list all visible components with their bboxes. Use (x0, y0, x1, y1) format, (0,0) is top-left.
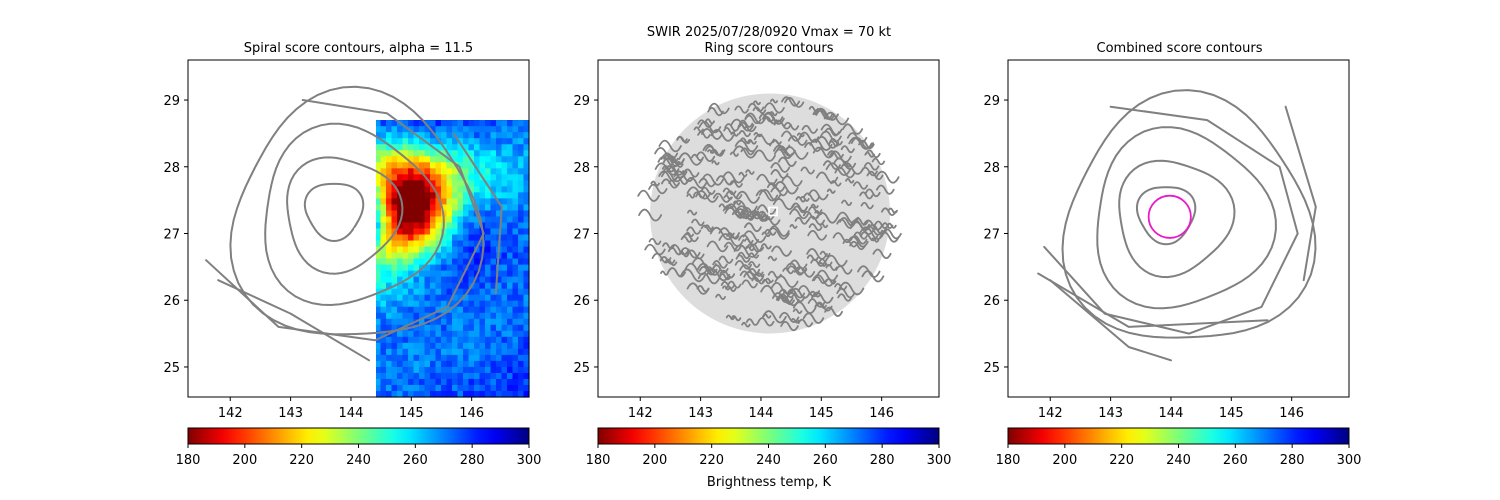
colorbar-tick-label: 180 (176, 453, 201, 468)
y-tick-label: 28 (573, 161, 590, 176)
colorbar-tick-label: 280 (1280, 453, 1305, 468)
colorbar-tick-label: 260 (403, 453, 428, 468)
spiral-contour (264, 122, 445, 307)
x-tick-label: 145 (809, 406, 834, 421)
x-tick-label: 146 (1279, 406, 1304, 421)
colorbar-tick-label: 240 (756, 453, 781, 468)
spiral-contour (303, 182, 365, 243)
y-tick-label: 29 (163, 94, 180, 109)
spiral-contour (286, 156, 404, 275)
colorbar-tick-label: 260 (813, 453, 838, 468)
colorbar-tick-label: 180 (996, 453, 1021, 468)
spiral-contour-arc (1284, 105, 1317, 282)
colorbar-tick-label: 220 (699, 453, 724, 468)
colorbar-tick-label: 200 (1052, 453, 1077, 468)
colorbar-label: Brightness temp, K (707, 475, 832, 490)
spiral-contour-arc (452, 132, 503, 295)
y-tick-label: 27 (573, 228, 590, 243)
x-tick-label: 144 (749, 406, 774, 421)
spiral-contour-arc (205, 99, 485, 342)
best-track-center-marker (354, 224, 363, 233)
y-tick-label: 27 (163, 228, 180, 243)
estimated-center-marker (768, 206, 778, 217)
colorbar-tick-label: 180 (586, 453, 611, 468)
y-tick-label: 26 (983, 294, 1000, 309)
axes-frame (597, 59, 940, 398)
spiral-contour (1096, 126, 1277, 310)
panel-1-title: Spiral score contours, alpha = 11.5 (244, 41, 473, 56)
panel-3-title: Combined score contours (1097, 41, 1263, 56)
colorbar-1: 180 200 220 240 260 280 300 (176, 427, 542, 468)
spiral-contour-arc (217, 279, 371, 362)
ring-score-panel: 142 143 144 145 146 25 26 27 28 29 (573, 59, 940, 421)
colorbar-tick-label: 240 (1166, 453, 1191, 468)
spiral-score-panel: 142 143 144 145 146 25 26 27 28 29 (163, 59, 530, 421)
x-tick-label: 142 (1038, 406, 1063, 421)
x-tick-label: 146 (869, 406, 894, 421)
spiral-contour (1135, 186, 1197, 246)
colorbar-tick-label: 300 (1337, 453, 1362, 468)
x-tick-label: 146 (459, 406, 484, 421)
estimated-center-marker (1164, 212, 1175, 222)
x-tick-label: 143 (278, 406, 303, 421)
y-tick-label: 29 (983, 94, 1000, 109)
y-tick-label: 28 (983, 161, 1000, 176)
colorbar-tick-label: 200 (232, 453, 257, 468)
axes-frame (1007, 59, 1350, 398)
suptitle-line2: Ring score contours (704, 41, 833, 56)
colorbar-gradient (1007, 427, 1350, 445)
spiral-contour-arc (1037, 272, 1269, 328)
spiral-contour (1061, 89, 1317, 339)
best-track-center-marker (1174, 224, 1183, 233)
x-tick-label: 143 (1098, 406, 1123, 421)
x-tick-label: 142 (628, 406, 653, 421)
ring-circle (1147, 194, 1192, 239)
colorbar-tick-label: 280 (460, 453, 485, 468)
spiral-contour-arc (1049, 279, 1172, 362)
colorbar-tick-label: 240 (346, 453, 371, 468)
suptitle-line1: SWIR 2025/07/28/0920 Vmax = 70 kt (647, 25, 891, 40)
y-tick-label: 25 (163, 361, 180, 376)
colorbar-tick-label: 220 (289, 453, 314, 468)
ring-contour-field (637, 93, 902, 334)
y-tick-label: 25 (573, 361, 590, 376)
x-tick-label: 145 (399, 406, 424, 421)
colorbar-tick-label: 300 (927, 453, 952, 468)
y-tick-label: 29 (573, 94, 590, 109)
spiral-contour (229, 85, 485, 336)
y-tick-label: 28 (163, 161, 180, 176)
colorbar-tick-label: 280 (870, 453, 895, 468)
x-tick-label: 143 (688, 406, 713, 421)
colorbar-tick-label: 220 (1109, 453, 1134, 468)
x-tick-label: 144 (1159, 406, 1184, 421)
colorbar-gradient (187, 427, 530, 445)
colorbar-tick-label: 300 (517, 453, 542, 468)
y-tick-label: 25 (983, 361, 1000, 376)
axes-frame (187, 59, 530, 398)
x-tick-label: 145 (1219, 406, 1244, 421)
y-tick-label: 26 (573, 294, 590, 309)
x-tick-label: 142 (218, 406, 243, 421)
colorbar-tick-label: 260 (1223, 453, 1248, 468)
spiral-contour-arc (1043, 105, 1299, 335)
colorbar-gradient (597, 427, 940, 445)
colorbar-tick-label: 200 (642, 453, 667, 468)
y-tick-label: 27 (983, 228, 1000, 243)
colorbar-3: 180 200 220 240 260 280 300 (996, 427, 1362, 468)
spiral-contour (1118, 159, 1236, 279)
combined-score-panel: 142 143 144 145 146 25 26 27 28 29 (983, 59, 1350, 421)
y-tick-label: 26 (163, 294, 180, 309)
colorbar-2: 180 200 220 240 260 280 300 (586, 427, 952, 468)
x-tick-label: 144 (339, 406, 364, 421)
